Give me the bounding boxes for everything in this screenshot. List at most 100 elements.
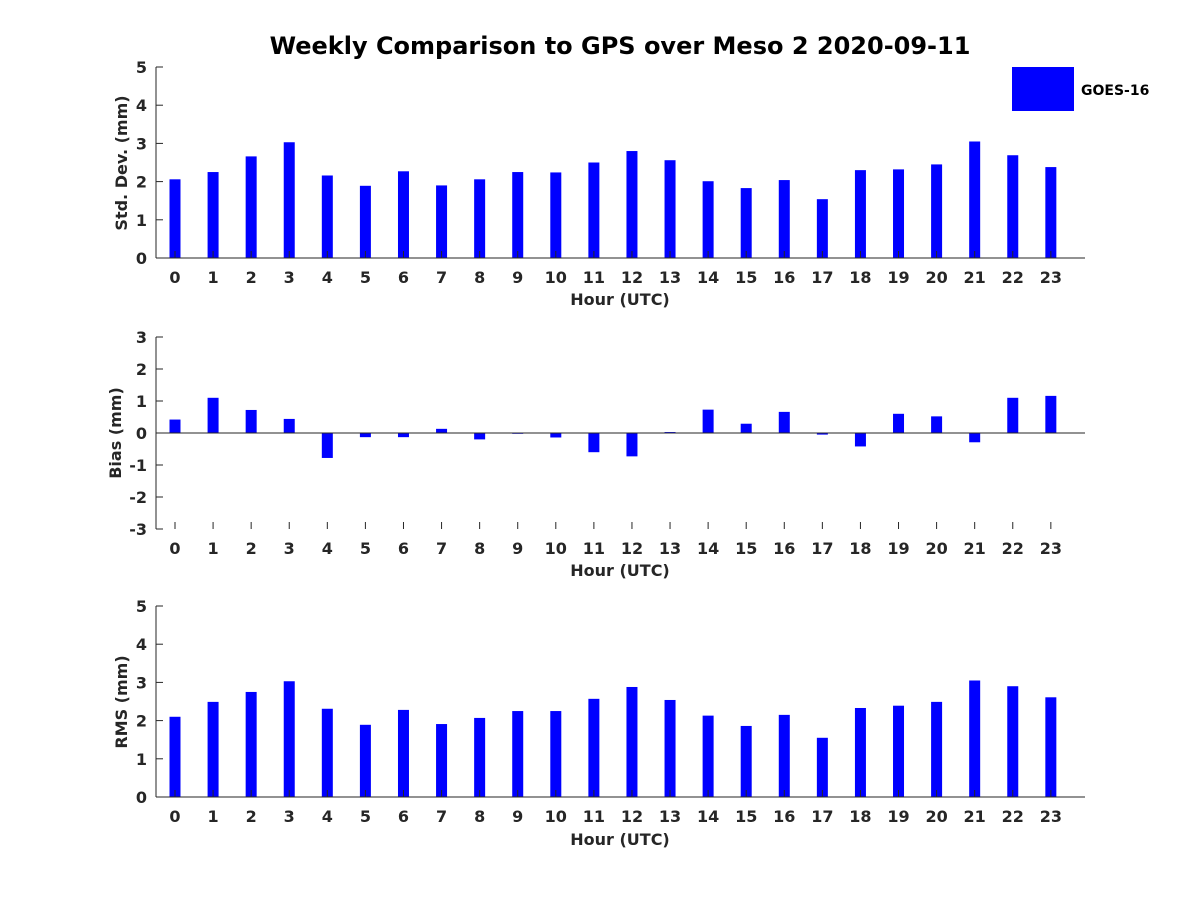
rms-x-tick-13: 13 [659, 807, 681, 826]
rms-x-tick-8: 8 [474, 807, 485, 826]
bias-x-tick-5: 5 [360, 539, 371, 558]
bias-x-tick-7: 7 [436, 539, 447, 558]
std-dev-bar-18 [854, 170, 866, 258]
std-dev-bar-12 [626, 151, 638, 258]
rms-bar-21 [969, 680, 981, 797]
rms-x-label: Hour (UTC) [570, 830, 670, 849]
std-dev-bar-17 [816, 199, 828, 258]
bias-bar-7 [436, 428, 448, 433]
rms-x-tick-23: 23 [1040, 807, 1062, 826]
rms-x-tick-7: 7 [436, 807, 447, 826]
bias-bar-0 [169, 419, 181, 433]
std-dev-y-tick-4: 4 [136, 96, 147, 115]
std-dev-x-tick-5: 5 [360, 268, 371, 287]
bias-x-tick-21: 21 [964, 539, 986, 558]
rms-y-tick-1: 1 [136, 750, 147, 769]
std-dev-x-tick-10: 10 [545, 268, 567, 287]
std-dev-bar-8 [474, 179, 486, 258]
bias-x-tick-0: 0 [169, 539, 180, 558]
bias-x-tick-16: 16 [773, 539, 795, 558]
std-dev-bar-16 [778, 180, 790, 258]
std-dev-x-tick-18: 18 [849, 268, 871, 287]
rms-x-tick-11: 11 [583, 807, 605, 826]
bias-bar-16 [778, 411, 790, 433]
std-dev-y-tick-0: 0 [136, 249, 147, 268]
bias-x-tick-12: 12 [621, 539, 643, 558]
rms-bar-15 [740, 725, 752, 797]
std-dev-bar-13 [664, 160, 676, 258]
bias-bar-3 [283, 418, 295, 433]
std-dev-bar-15 [740, 188, 752, 258]
bias-bar-10 [550, 433, 562, 438]
rms-bar-0 [169, 716, 181, 797]
bias-x-label: Hour (UTC) [570, 561, 670, 580]
bias-x-tick-18: 18 [849, 539, 871, 558]
rms-x-tick-22: 22 [1002, 807, 1024, 826]
bias-x-tick-19: 19 [887, 539, 909, 558]
std-dev-x-tick-17: 17 [811, 268, 833, 287]
rms-x-tick-14: 14 [697, 807, 719, 826]
std-dev-bar-7 [436, 185, 448, 258]
rms-y-tick-5: 5 [136, 597, 147, 616]
std-dev-x-tick-9: 9 [512, 268, 523, 287]
rms-x-tick-10: 10 [545, 807, 567, 826]
std-dev-x-tick-13: 13 [659, 268, 681, 287]
rms-bar-10 [550, 711, 562, 797]
bias-x-tick-3: 3 [284, 539, 295, 558]
bias-x-tick-9: 9 [512, 539, 523, 558]
rms-x-tick-2: 2 [246, 807, 257, 826]
bias-y-tick--1: -1 [129, 456, 147, 475]
legend-label: GOES-16 [1081, 83, 1149, 99]
std-dev-x-tick-3: 3 [284, 268, 295, 287]
bias-bar-1 [207, 397, 219, 433]
std-dev-x-tick-2: 2 [246, 268, 257, 287]
bias-x-tick-2: 2 [246, 539, 257, 558]
rms-x-tick-19: 19 [887, 807, 909, 826]
bias-bar-8 [474, 433, 486, 440]
bias-bar-19 [893, 413, 905, 433]
legend: GOES-16 [1012, 67, 1149, 111]
std-dev-y-tick-1: 1 [136, 211, 147, 230]
rms-bar-14 [702, 715, 714, 797]
rms-bar-19 [893, 705, 905, 797]
rms-bar-11 [588, 698, 600, 797]
rms-bar-4 [321, 708, 333, 797]
std-dev-x-tick-22: 22 [1002, 268, 1024, 287]
bias-bar-12 [626, 433, 638, 457]
std-dev-bar-5 [359, 185, 371, 258]
rms-bar-16 [778, 714, 790, 797]
std-dev-y-tick-5: 5 [136, 58, 147, 77]
rms-y-label: RMS (mm) [112, 655, 131, 748]
std-dev-x-tick-8: 8 [474, 268, 485, 287]
bias-x-tick-10: 10 [545, 539, 567, 558]
std-dev-bar-9 [512, 172, 524, 258]
rms-x-tick-12: 12 [621, 807, 643, 826]
std-dev-bar-14 [702, 181, 714, 258]
std-dev-bar-4 [321, 175, 333, 258]
bias-y-tick--2: -2 [129, 488, 147, 507]
rms-y-tick-2: 2 [136, 712, 147, 731]
bias-bar-21 [969, 433, 981, 443]
std-dev-x-tick-21: 21 [964, 268, 986, 287]
bias-bar-17 [816, 433, 828, 435]
bias-bar-22 [1007, 397, 1019, 433]
rms-x-tick-1: 1 [208, 807, 219, 826]
std-dev-x-tick-14: 14 [697, 268, 719, 287]
bias-bar-11 [588, 433, 600, 453]
bias-bar-14 [702, 409, 714, 433]
rms-bar-5 [359, 724, 371, 797]
bias-x-tick-6: 6 [398, 539, 409, 558]
std-dev-bar-11 [588, 162, 600, 258]
bias-x-tick-8: 8 [474, 539, 485, 558]
rms-x-tick-16: 16 [773, 807, 795, 826]
std-dev-x-tick-1: 1 [208, 268, 219, 287]
std-dev-bar-19 [893, 169, 905, 258]
rms-bar-6 [397, 709, 409, 797]
rms-bar-2 [245, 691, 257, 797]
std-dev-x-tick-11: 11 [583, 268, 605, 287]
bias-bar-18 [854, 433, 866, 447]
std-dev-bar-3 [283, 142, 295, 258]
rms-x-tick-9: 9 [512, 807, 523, 826]
std-dev-x-tick-0: 0 [169, 268, 180, 287]
